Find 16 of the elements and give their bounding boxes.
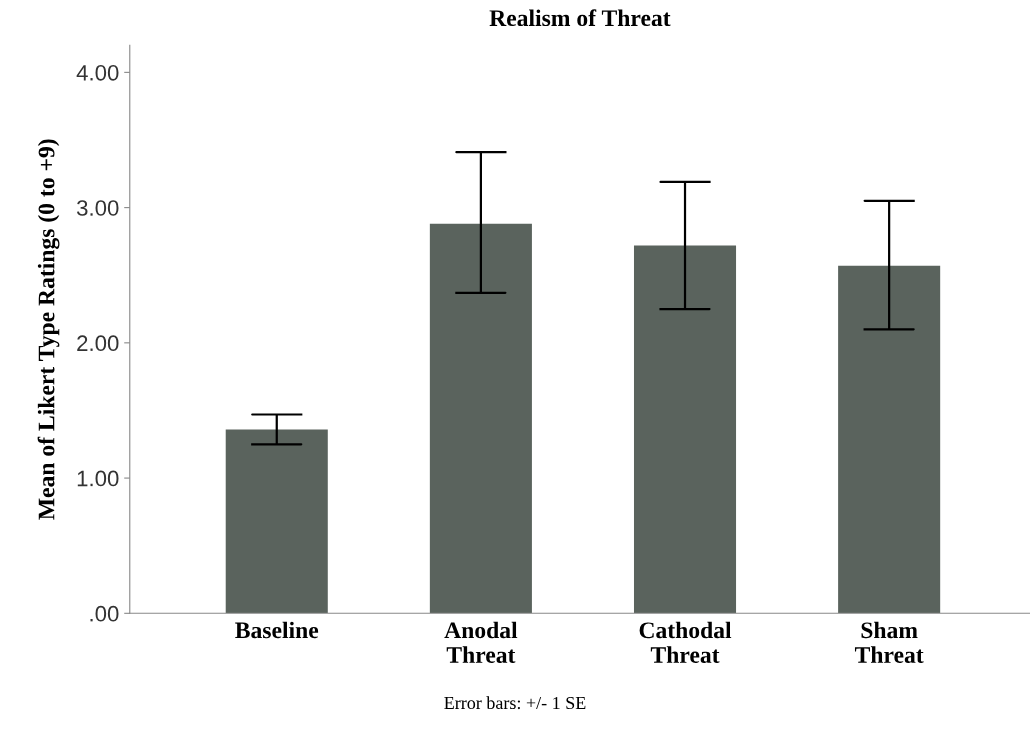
- y-tick-label: 1.00: [77, 470, 119, 487]
- bar: [429, 223, 532, 614]
- bar: [838, 265, 941, 614]
- y-tick-label: .00: [90, 605, 119, 622]
- x-tick-label: Anodal Threat: [444, 621, 518, 663]
- y-tick-label: 3.00: [76, 200, 119, 216]
- y-tick-label: 2.00: [77, 335, 119, 352]
- y-tick-label: 4.00: [76, 64, 119, 81]
- text: Error bars: +/- 1 SE: [444, 696, 586, 710]
- y-axis-title: Mean of Likert Type Ratings (0 to +9): [37, 139, 60, 520]
- bar: [633, 245, 737, 614]
- x-tick-label: Cathodal Threat: [639, 621, 732, 663]
- x-tick-label: Sham Threat: [854, 621, 924, 663]
- bar: [225, 429, 328, 614]
- x-tick-label: Baseline: [235, 621, 319, 639]
- chart-title: Realism of Threat: [489, 9, 671, 27]
